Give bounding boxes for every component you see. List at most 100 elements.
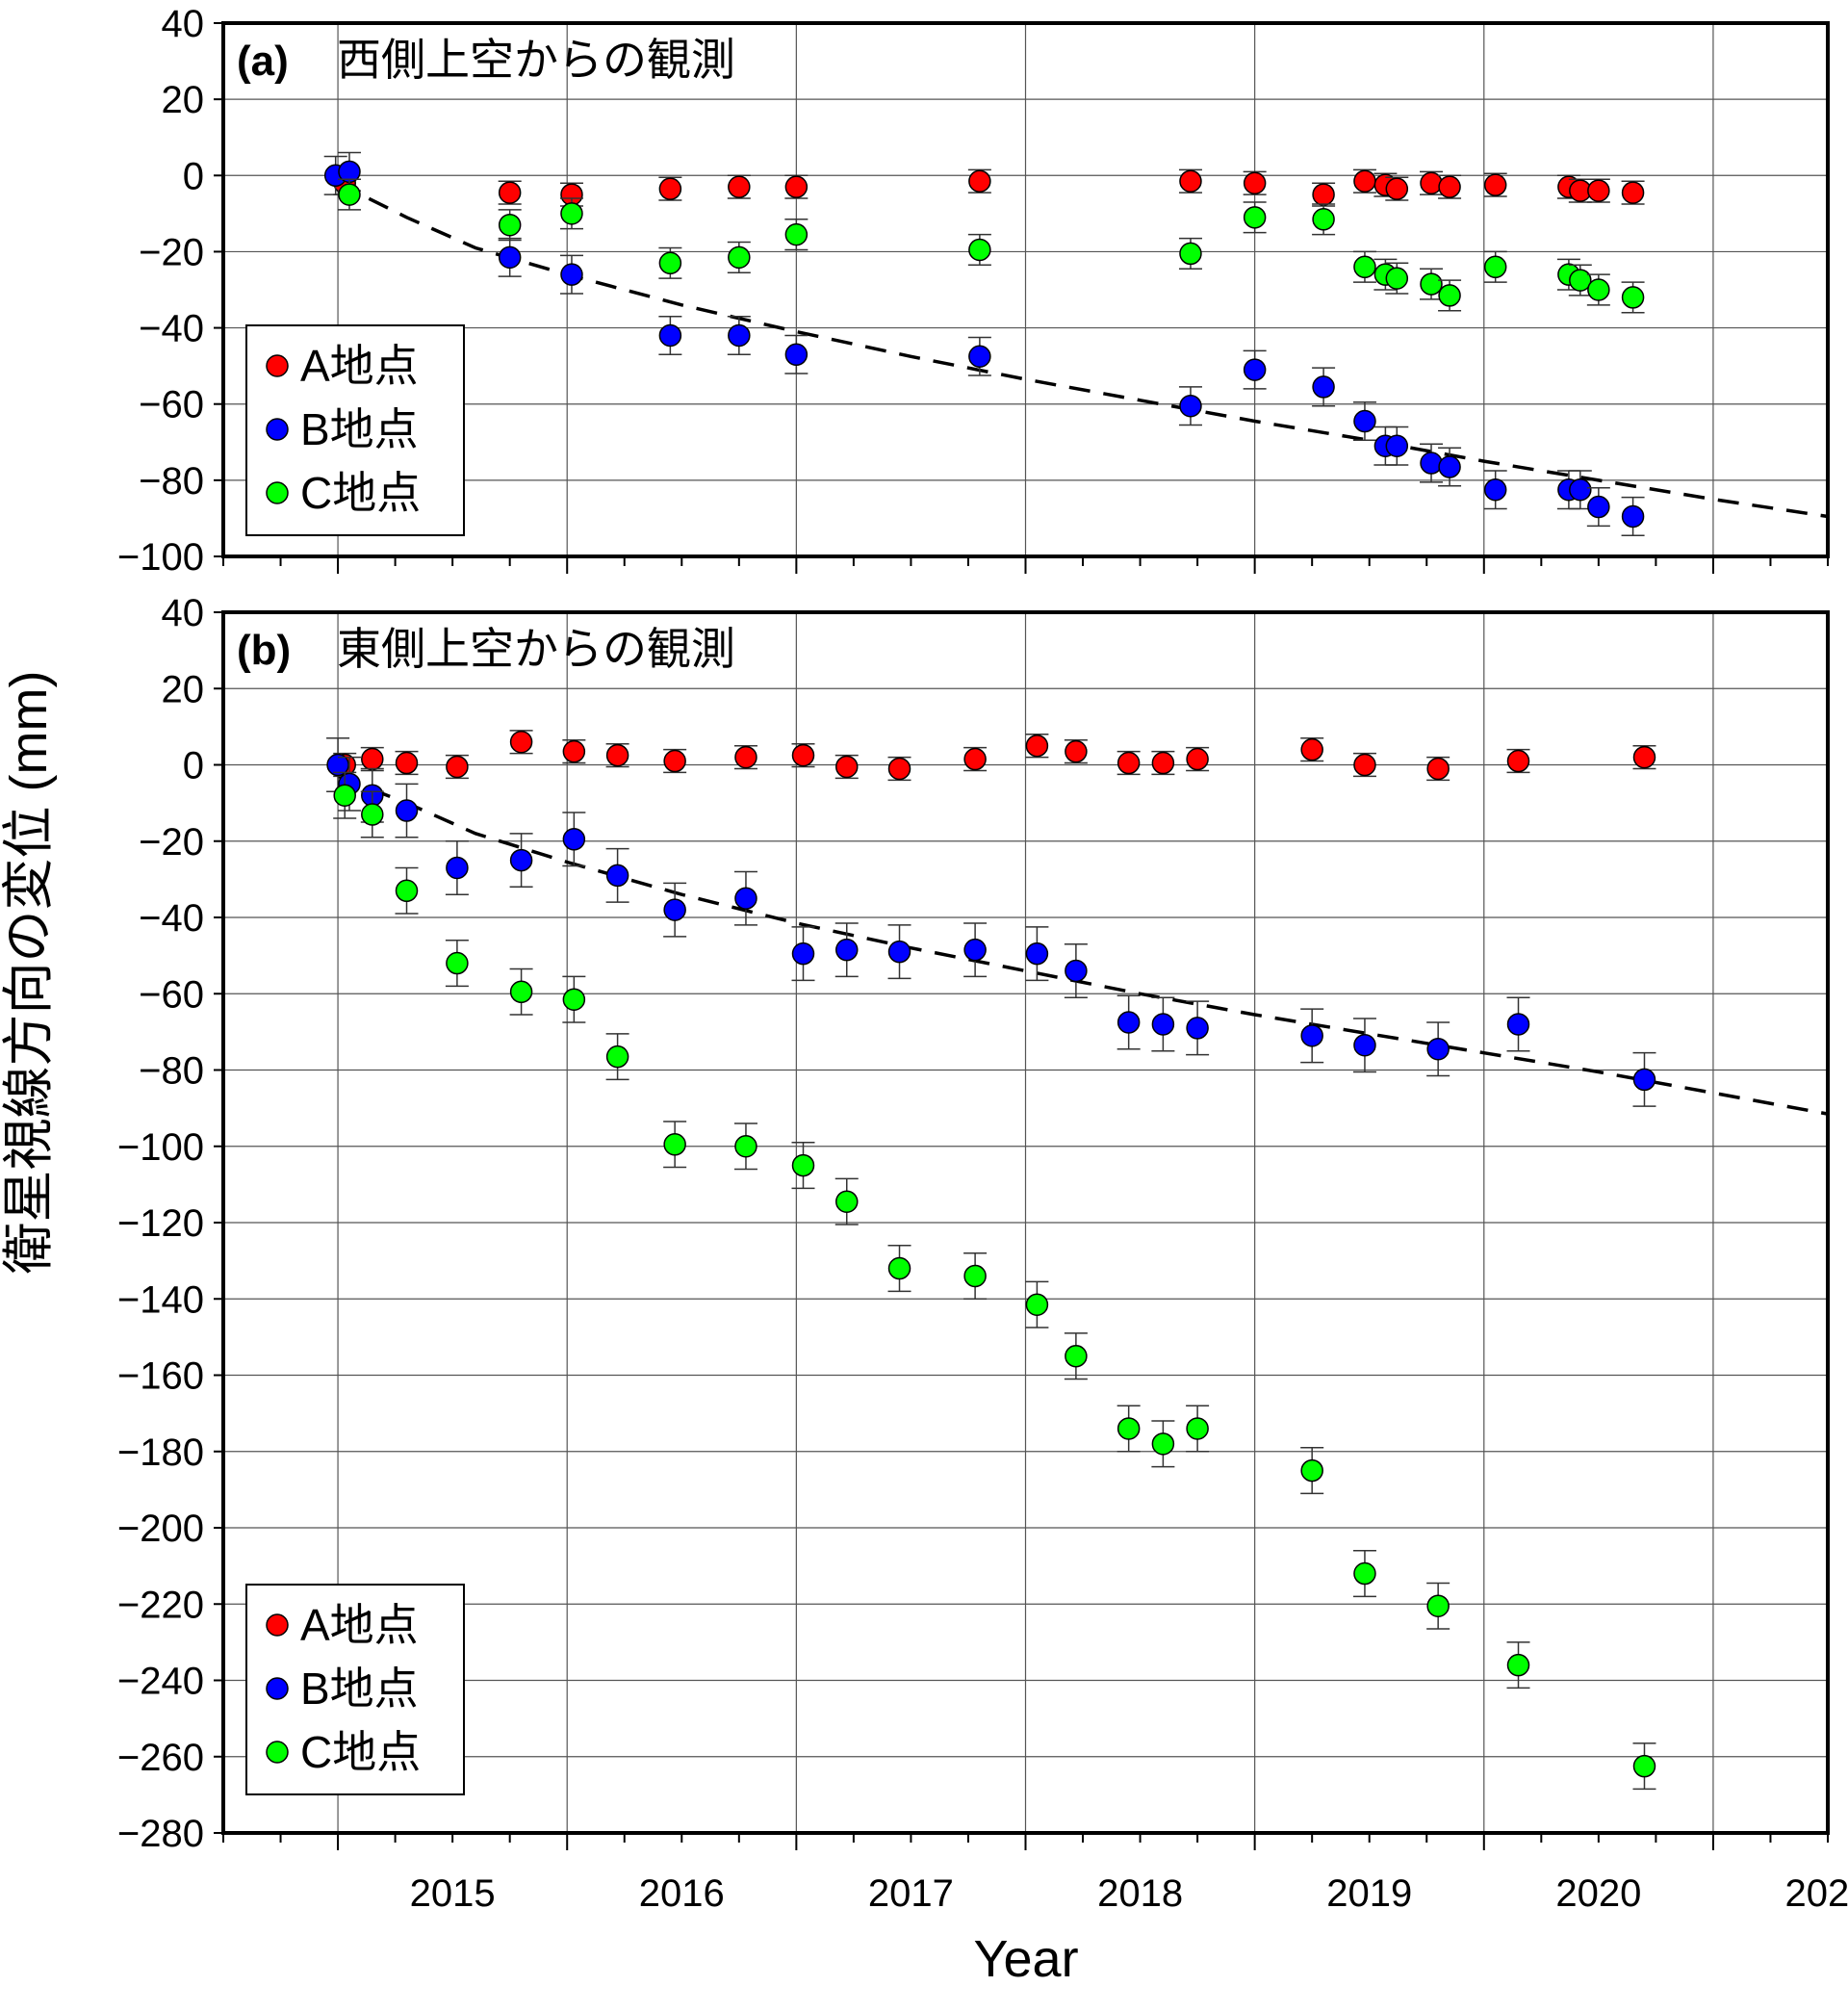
data-point: [784, 343, 808, 367]
data-point: [1587, 495, 1610, 519]
data-point: [1438, 284, 1461, 307]
data-point: [509, 730, 533, 754]
data-point: [1243, 171, 1267, 194]
data-point: [1621, 181, 1645, 204]
data-point: [446, 856, 469, 880]
data-point: [1506, 749, 1530, 773]
data-point: [1632, 1068, 1656, 1092]
x-tick-label: 2020: [1555, 1872, 1641, 1915]
data-point: [361, 747, 384, 771]
data-point: [562, 739, 586, 763]
y-tick-label: −20: [139, 231, 204, 273]
data-point: [791, 1153, 815, 1177]
data-point: [1312, 375, 1335, 399]
data-point: [887, 940, 911, 964]
data-point: [395, 879, 419, 903]
y-tick-label: −120: [117, 1202, 204, 1245]
data-point: [1353, 1033, 1376, 1057]
data-point: [1151, 1013, 1175, 1036]
panel-label: (a): [237, 38, 289, 85]
y-tick-label: 20: [162, 668, 205, 710]
y-tick-label: −200: [117, 1508, 204, 1550]
y-tick-label: −60: [139, 384, 204, 426]
data-point: [562, 988, 586, 1011]
data-point: [1438, 455, 1461, 478]
data-point: [1065, 739, 1088, 763]
data-point: [1065, 1344, 1088, 1368]
data-point: [1186, 1417, 1209, 1440]
data-point: [446, 755, 469, 779]
series-1: [333, 730, 1656, 782]
legend-label: B地点: [300, 404, 419, 454]
panel-b: 40 20 0 −20 −40 −60 −80 −100 −120 −140 −160 −180 −20…: [117, 592, 1830, 1855]
data-point: [658, 251, 682, 275]
data-point: [498, 213, 522, 237]
data-point: [446, 951, 469, 975]
series-2: [323, 151, 1645, 536]
data-point: [658, 323, 682, 348]
x-tick-label: 2015: [410, 1872, 496, 1915]
legend-marker: [266, 481, 289, 504]
data-point: [1353, 1561, 1376, 1586]
data-point: [1186, 747, 1209, 771]
series-3: [333, 771, 1656, 1791]
data-point: [834, 1190, 859, 1213]
data-point: [361, 803, 384, 826]
panel-title: 東側上空からの観測: [337, 624, 735, 674]
x-tick-label: 2018: [1097, 1872, 1183, 1915]
data-point: [968, 345, 991, 368]
data-point: [663, 1133, 686, 1156]
legend-label: A地点: [300, 341, 419, 391]
data-point: [1569, 478, 1592, 502]
data-point: [1506, 1013, 1530, 1036]
y-tick-label: −240: [117, 1661, 204, 1703]
data-point: [1621, 286, 1645, 309]
data-point: [1483, 255, 1507, 279]
y-axis-title: 衛星視線方向の変位 (mm): [0, 671, 58, 1275]
data-point: [834, 938, 859, 962]
data-point: [560, 202, 583, 225]
data-point: [1385, 267, 1409, 290]
data-point: [1300, 1024, 1323, 1047]
y-tick-label: −140: [117, 1278, 204, 1321]
x-axis: 2015 2016 2017 2018 2019 2020 2021: [222, 556, 1848, 1915]
data-point: [1025, 734, 1049, 758]
data-point: [395, 799, 419, 822]
fit-curve: [337, 181, 1829, 519]
data-point: [791, 743, 815, 767]
data-point: [1025, 1293, 1049, 1316]
x-tick-label: 2021: [1785, 1872, 1848, 1915]
data-point: [728, 323, 751, 348]
data-point: [658, 177, 682, 200]
y-tick-label: −40: [139, 308, 204, 350]
data-point: [1420, 272, 1443, 296]
panel-title: 西側上空からの観測: [337, 35, 735, 85]
data-point: [326, 753, 349, 777]
data-point: [1587, 278, 1610, 301]
data-point: [1353, 753, 1376, 777]
data-point: [1179, 394, 1202, 418]
data-point: [663, 898, 686, 921]
data-point: [1179, 169, 1202, 193]
data-point: [338, 183, 361, 206]
series-3: [337, 178, 1645, 314]
data-point: [663, 749, 686, 773]
y-tick-label: −260: [117, 1737, 204, 1779]
data-point: [1438, 175, 1461, 198]
data-point: [1065, 959, 1088, 983]
series-1: [333, 168, 1645, 207]
y-tick-label: −180: [117, 1432, 204, 1474]
data-point: [887, 1256, 911, 1280]
data-point: [734, 887, 757, 910]
data-point: [1151, 1432, 1175, 1456]
y-tick-label: −80: [139, 1050, 204, 1093]
data-point: [1569, 269, 1592, 292]
data-point: [509, 980, 533, 1004]
data-point: [1385, 177, 1409, 200]
data-point: [1426, 1594, 1450, 1617]
data-point: [1116, 1417, 1141, 1440]
data-point: [968, 169, 991, 193]
data-point: [1243, 358, 1267, 381]
